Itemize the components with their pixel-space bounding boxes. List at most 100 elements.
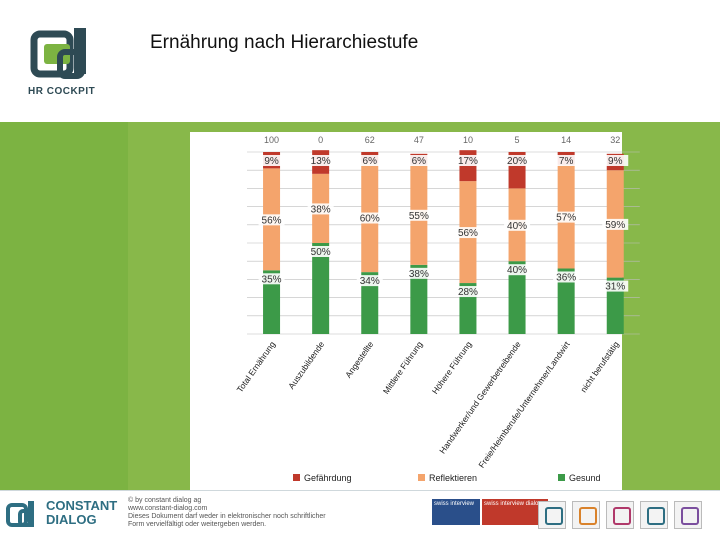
data-label-bg bbox=[504, 264, 531, 276]
data-label-bg bbox=[553, 211, 580, 223]
legend-swatch bbox=[418, 474, 425, 481]
top-count-label: 62 bbox=[365, 135, 375, 145]
top-count-label: 0 bbox=[318, 135, 323, 145]
data-label: 17% bbox=[458, 156, 478, 167]
data-label-bg bbox=[504, 155, 531, 166]
category-label: Mittlere Führung bbox=[381, 339, 425, 396]
bar-segment bbox=[557, 268, 575, 334]
data-label: 31% bbox=[605, 282, 625, 293]
constant-dialog-logo-icon bbox=[6, 501, 34, 527]
data-label-bg bbox=[405, 155, 432, 166]
partner-badge: swiss interview bbox=[432, 499, 480, 525]
data-label-bg bbox=[258, 214, 285, 226]
bar-segment bbox=[508, 261, 526, 334]
data-label-bg bbox=[454, 227, 481, 239]
copyright-line: Form vervielfältigt oder weitergeben wer… bbox=[128, 521, 267, 528]
data-label-bg bbox=[356, 155, 383, 166]
copyright-line: © by constant dialog ag bbox=[128, 497, 202, 504]
legend-swatch bbox=[558, 474, 565, 481]
data-label-bg bbox=[504, 219, 531, 231]
data-label: 40% bbox=[507, 265, 527, 276]
bar-segment bbox=[312, 243, 330, 334]
legend-label: Gesund bbox=[569, 473, 601, 483]
data-label-bg bbox=[258, 155, 285, 166]
copyright-line: www.constant-dialog.com bbox=[128, 505, 208, 512]
data-label-bg bbox=[602, 155, 629, 166]
data-label: 28% bbox=[458, 287, 478, 298]
brand-icon bbox=[606, 501, 634, 529]
bar-segment bbox=[606, 277, 624, 334]
data-label: 59% bbox=[605, 220, 625, 231]
data-label-bg bbox=[307, 155, 334, 166]
top-count-label: 47 bbox=[414, 135, 424, 145]
brand-icon bbox=[572, 501, 600, 529]
company-name: CONSTANT DIALOG bbox=[46, 499, 117, 527]
data-label: 20% bbox=[507, 156, 527, 167]
brand-icon bbox=[674, 501, 702, 529]
copyright-notice: © by constant dialog ag www.constant-dia… bbox=[128, 497, 326, 529]
data-label: 7% bbox=[559, 156, 574, 167]
category-label: Total Ernährung bbox=[235, 339, 278, 394]
hr-cockpit-logo-icon bbox=[30, 28, 86, 79]
chart-panel bbox=[190, 132, 622, 492]
data-label: 9% bbox=[264, 156, 279, 167]
data-label-bg bbox=[258, 273, 285, 285]
data-label: 34% bbox=[360, 276, 380, 287]
data-label: 55% bbox=[409, 211, 429, 222]
legend-swatch bbox=[293, 474, 300, 481]
bar-segment bbox=[410, 264, 428, 334]
data-label-bg bbox=[553, 271, 580, 283]
brand-icon bbox=[640, 501, 668, 529]
data-label: 6% bbox=[363, 156, 378, 167]
partner-badge-label: swiss interview dialog bbox=[484, 501, 542, 507]
top-count-label: 5 bbox=[515, 135, 520, 145]
data-label-bg bbox=[405, 267, 432, 279]
data-label: 6% bbox=[412, 156, 427, 167]
page-title: Ernährung nach Hierarchiestufe bbox=[150, 32, 419, 53]
category-label: Auszubildende bbox=[286, 339, 326, 391]
footer: CONSTANT DIALOG © by constant dialog ag … bbox=[0, 490, 720, 541]
data-label: 13% bbox=[311, 156, 331, 167]
category-label: Angestellte bbox=[343, 339, 375, 379]
data-label: 50% bbox=[311, 247, 331, 258]
data-label-bg bbox=[602, 280, 629, 292]
bar-segment bbox=[361, 272, 379, 334]
top-count-label: 100 bbox=[264, 135, 279, 145]
green-decor-band bbox=[0, 122, 128, 490]
company-name-line2: DIALOG bbox=[46, 512, 97, 527]
legend-label: Gefährdung bbox=[304, 473, 352, 483]
data-label: 40% bbox=[507, 221, 527, 232]
company-name-line1: CONSTANT bbox=[46, 498, 118, 513]
category-label: Höhere Führung bbox=[430, 339, 474, 396]
logo-text: HR COCKPIT bbox=[28, 86, 96, 97]
data-label-bg bbox=[454, 155, 481, 166]
legend-label: Reflektieren bbox=[429, 473, 477, 483]
data-label: 60% bbox=[360, 214, 380, 225]
data-label-bg bbox=[307, 203, 334, 215]
copyright-line: Dieses Dokument darf weder in elektronis… bbox=[128, 513, 326, 520]
data-label-bg bbox=[307, 246, 334, 257]
top-count-label: 32 bbox=[610, 135, 620, 145]
data-label-bg bbox=[356, 275, 383, 287]
data-label-bg bbox=[454, 286, 481, 298]
category-label: Freie/Heimberufe/Unternehmer/Landwirt bbox=[476, 339, 572, 470]
category-label: nicht berufstätig bbox=[578, 339, 621, 394]
data-label-bg bbox=[602, 218, 629, 230]
data-label: 56% bbox=[458, 228, 478, 239]
data-label: 38% bbox=[311, 204, 331, 215]
partner-badge: swiss interview dialog bbox=[482, 499, 548, 525]
brand-icon bbox=[538, 501, 566, 529]
data-label: 9% bbox=[608, 156, 623, 167]
data-label: 56% bbox=[262, 215, 282, 226]
top-count-label: 14 bbox=[561, 135, 571, 145]
stacked-bar-chart: 100 0 62 47 10 5 14 32 9% 56% 35% Total Ernährung 13… bbox=[235, 135, 640, 483]
bar-segment bbox=[263, 270, 281, 334]
left-brand-rail: HR COCKPIT bbox=[0, 0, 128, 490]
data-label: 57% bbox=[556, 213, 576, 224]
partner-badge-label: swiss interview bbox=[434, 501, 475, 507]
data-label-bg bbox=[356, 212, 383, 224]
data-label: 38% bbox=[409, 269, 429, 280]
data-label-bg bbox=[405, 209, 432, 221]
data-label-bg bbox=[553, 155, 580, 166]
category-label: Handwerker/und Gewerbetreibende bbox=[437, 339, 523, 455]
